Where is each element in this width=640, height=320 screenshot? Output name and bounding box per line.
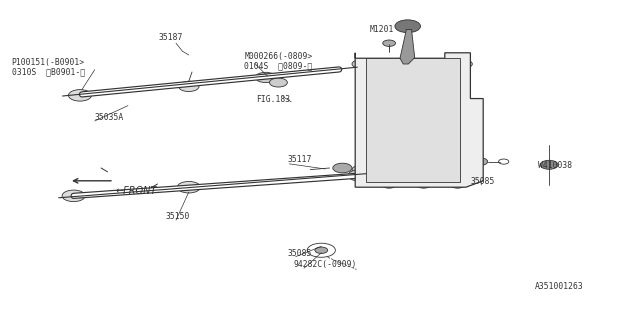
Text: M1201: M1201 <box>370 25 394 34</box>
Text: M000266(-0809>: M000266(-0809> <box>244 52 313 61</box>
Circle shape <box>348 170 371 181</box>
Circle shape <box>333 163 352 173</box>
Text: 35117: 35117 <box>288 155 312 164</box>
Circle shape <box>381 180 397 188</box>
Circle shape <box>456 60 472 68</box>
Circle shape <box>269 78 287 87</box>
Text: 0310S  〈B0901-〉: 0310S 〈B0901-〉 <box>12 67 84 76</box>
Text: W410038: W410038 <box>538 161 572 170</box>
Text: A351001263: A351001263 <box>534 282 583 291</box>
Text: FIG.183: FIG.183 <box>256 95 290 104</box>
Text: 35085: 35085 <box>288 249 312 258</box>
Text: 35150: 35150 <box>165 212 189 221</box>
Circle shape <box>68 90 92 101</box>
Text: 35085: 35085 <box>470 177 495 186</box>
Text: ←FRONT: ←FRONT <box>115 186 157 196</box>
Text: 35035A: 35035A <box>95 113 124 122</box>
Circle shape <box>315 247 328 253</box>
Text: 94282C(-0909): 94282C(-0909) <box>293 260 356 269</box>
Circle shape <box>352 165 369 174</box>
Circle shape <box>472 158 488 165</box>
Circle shape <box>62 190 85 202</box>
Circle shape <box>395 20 420 33</box>
Text: P100151(-B0901>: P100151(-B0901> <box>12 58 84 67</box>
Polygon shape <box>366 58 460 182</box>
Circle shape <box>179 81 199 92</box>
Circle shape <box>416 180 431 188</box>
Circle shape <box>352 60 369 68</box>
Text: 0104S  〈0809-〉: 0104S 〈0809-〉 <box>244 61 313 70</box>
Circle shape <box>450 180 465 188</box>
Circle shape <box>540 160 558 169</box>
Polygon shape <box>400 29 415 64</box>
Polygon shape <box>355 53 483 187</box>
Circle shape <box>177 181 200 193</box>
Circle shape <box>255 72 276 83</box>
Text: 35187: 35187 <box>159 33 183 42</box>
Circle shape <box>456 165 472 174</box>
Circle shape <box>383 40 396 46</box>
